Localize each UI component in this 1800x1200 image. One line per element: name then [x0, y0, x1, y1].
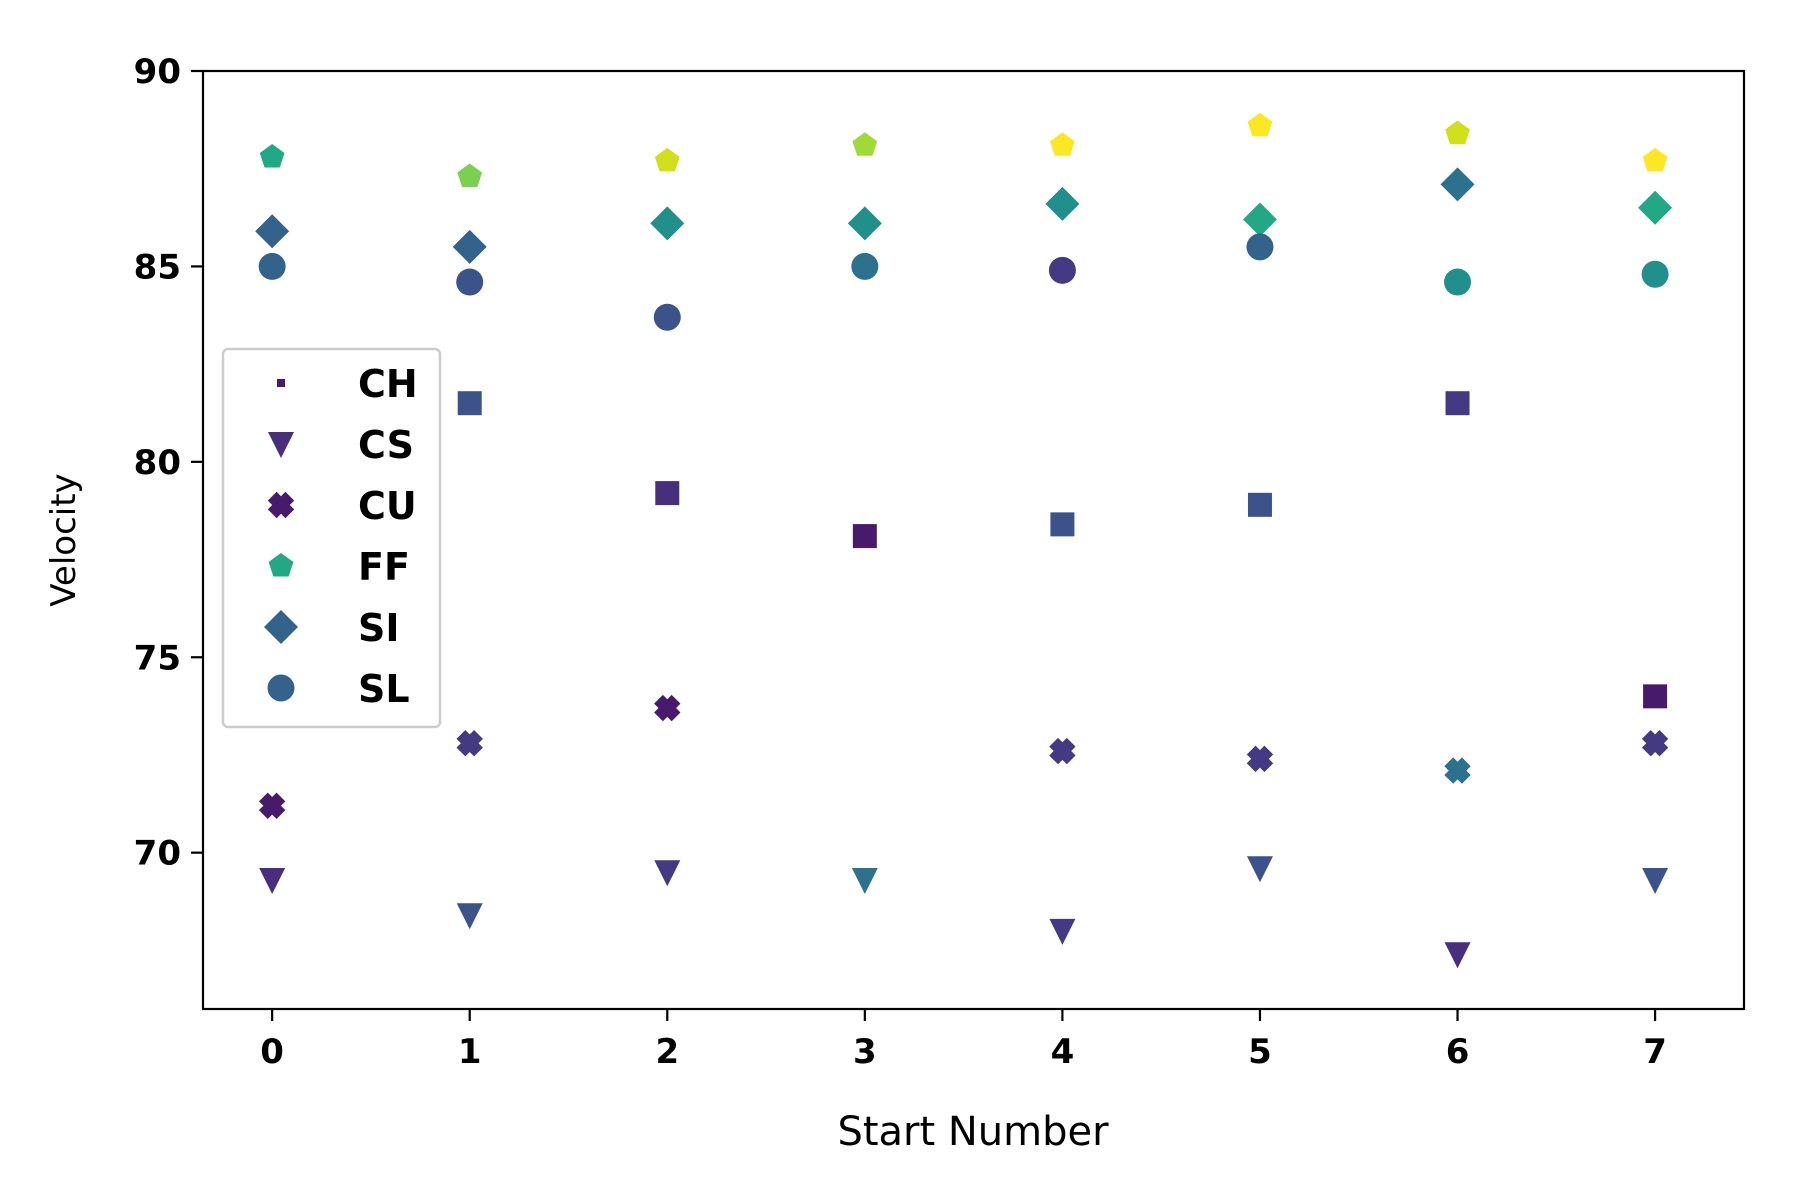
data-point-sl: [1641, 260, 1669, 288]
legend-item-sl: SL: [267, 667, 410, 711]
legend-item-si: SI: [264, 606, 400, 650]
data-point-ff: [1050, 132, 1075, 156]
legend-label: CS: [358, 423, 414, 467]
data-point-ff: [259, 143, 285, 168]
data-point-cs: [1642, 868, 1669, 895]
data-point-cu: [1444, 757, 1471, 784]
data-point-sl: [1048, 256, 1076, 284]
data-point-ch: [1445, 391, 1470, 416]
legend-marker: [277, 379, 285, 387]
legend-label: SI: [358, 606, 400, 650]
x-axis-ticks: 0 1 2 3 4 5 6 7: [260, 1009, 1667, 1072]
data-point-cu: [456, 730, 483, 757]
data-point-cu: [1246, 745, 1274, 773]
plot-frame: [201, 69, 1746, 1011]
data-point-cu: [258, 792, 286, 819]
legend-label: FF: [358, 545, 410, 589]
data-point-si: [1440, 167, 1475, 202]
data-point-ff: [654, 147, 680, 172]
data-point-si: [847, 206, 882, 241]
data-point-ch: [457, 391, 482, 416]
data-point-cu: [1641, 730, 1669, 757]
data-point-si: [1638, 190, 1673, 225]
y-axis-ticks: 70 75 80 85 90: [134, 52, 203, 874]
x-tick-label: 6: [1446, 1032, 1470, 1072]
data-point-ch: [655, 481, 680, 506]
data-point-sl: [851, 252, 879, 280]
x-tick-label: 3: [853, 1032, 877, 1072]
data-point-ch: [1643, 684, 1668, 709]
x-tick-label: 7: [1643, 1032, 1667, 1072]
data-point-sl: [653, 303, 681, 331]
legend-item-cs: CS: [268, 423, 414, 467]
x-tick-label: 4: [1051, 1032, 1075, 1072]
y-tick-label: 70: [134, 834, 181, 874]
data-point-si: [650, 206, 685, 241]
data-point-cs: [1049, 918, 1076, 945]
x-tick-label: 5: [1248, 1032, 1272, 1072]
data-point-cu: [654, 694, 681, 722]
series-cu: [258, 694, 1669, 819]
legend: CH CS CU FF SI SL: [221, 347, 442, 729]
y-tick-label: 90: [134, 52, 181, 92]
legend-marker: [267, 491, 295, 519]
y-tick-label: 80: [134, 443, 181, 483]
data-point-ch: [1247, 492, 1272, 517]
y-tick-label: 85: [134, 247, 181, 287]
x-tick-label: 2: [655, 1032, 679, 1072]
data-point-cs: [851, 868, 878, 895]
legend-marker: [264, 610, 298, 644]
data-point-ff: [457, 163, 483, 188]
data-point-si: [1242, 202, 1277, 237]
series-si: [255, 167, 1673, 264]
series-sl: [258, 233, 1669, 331]
series-ch: [457, 391, 1668, 709]
y-axis-title: Velocity: [44, 473, 84, 606]
x-axis-title: Start Number: [837, 1109, 1109, 1155]
data-point-cu: [1049, 737, 1076, 765]
data-point-sl: [456, 268, 484, 296]
series-cs: [259, 856, 1669, 969]
data-point-sl: [1246, 233, 1274, 261]
data-point-cs: [1246, 856, 1273, 883]
data-point-cs: [1444, 942, 1471, 969]
data-point-ff: [1247, 112, 1273, 137]
data-point-cs: [654, 860, 681, 887]
x-tick-label: 0: [260, 1032, 284, 1072]
data-point-sl: [258, 252, 286, 280]
legend-item-cu: CU: [267, 484, 417, 528]
legend-label: CU: [358, 484, 417, 528]
data-point-ch: [852, 524, 877, 549]
data-point-sl: [1444, 268, 1472, 296]
legend-marker: [268, 553, 294, 577]
legend-label: SL: [358, 667, 410, 711]
data-point-ff: [852, 132, 878, 156]
y-tick-label: 75: [134, 638, 181, 678]
legend-item-ch: CH: [277, 362, 418, 406]
data-point-ff: [1642, 147, 1668, 172]
data-point-cs: [456, 903, 483, 930]
data-point-ch: [1050, 512, 1075, 537]
data-marks: [255, 112, 1673, 969]
data-point-si: [255, 214, 290, 249]
legend-marker: [267, 674, 295, 702]
data-point-si: [1045, 186, 1080, 221]
legend-label: CH: [358, 362, 418, 406]
data-point-cs: [259, 868, 286, 895]
legend-item-ff: FF: [268, 545, 410, 589]
legend-marker: [268, 432, 294, 458]
series-ff: [259, 112, 1668, 188]
data-point-si: [452, 229, 487, 264]
x-tick-label: 1: [458, 1032, 482, 1072]
data-point-ff: [1445, 120, 1470, 145]
